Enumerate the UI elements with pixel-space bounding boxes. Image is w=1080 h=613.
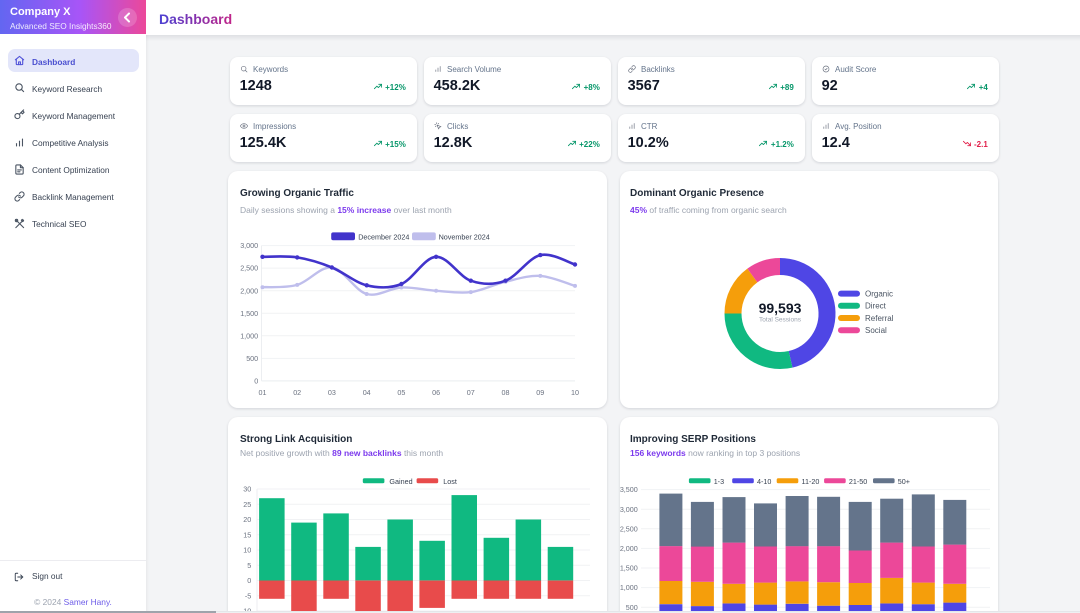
svg-text:0: 0 — [247, 576, 251, 585]
svg-text:2,000: 2,000 — [240, 286, 258, 295]
svg-text:December 2024: December 2024 — [358, 232, 409, 241]
svg-text:Lost: Lost — [443, 477, 457, 486]
svg-text:15: 15 — [243, 530, 251, 539]
svg-text:1-3: 1-3 — [714, 477, 724, 486]
svg-text:1,000: 1,000 — [240, 331, 258, 340]
svg-text:-5: -5 — [245, 591, 251, 600]
svg-text:1,000: 1,000 — [620, 583, 638, 592]
svg-text:02: 02 — [293, 388, 301, 397]
svg-text:11-20: 11-20 — [802, 477, 820, 486]
svg-text:21-50: 21-50 — [849, 477, 867, 486]
svg-text:3,500: 3,500 — [620, 485, 638, 494]
svg-text:99,593: 99,593 — [759, 300, 802, 316]
svg-text:3,000: 3,000 — [620, 505, 638, 514]
svg-text:09: 09 — [536, 388, 544, 397]
svg-text:Total Sessions: Total Sessions — [759, 317, 802, 324]
svg-text:10: 10 — [243, 546, 251, 555]
svg-text:3,000: 3,000 — [240, 241, 258, 250]
svg-text:20: 20 — [243, 515, 251, 524]
svg-text:5: 5 — [247, 561, 251, 570]
svg-text:-10: -10 — [241, 607, 251, 613]
svg-text:Referral: Referral — [865, 314, 894, 323]
svg-text:1,500: 1,500 — [620, 564, 638, 573]
svg-text:50+: 50+ — [898, 477, 910, 486]
svg-text:25: 25 — [243, 500, 251, 509]
svg-text:04: 04 — [363, 388, 371, 397]
svg-text:30: 30 — [243, 485, 251, 494]
svg-text:Organic: Organic — [865, 289, 893, 298]
svg-text:03: 03 — [328, 388, 336, 397]
svg-text:2,000: 2,000 — [620, 544, 638, 553]
svg-text:2,500: 2,500 — [620, 524, 638, 533]
svg-text:November 2024: November 2024 — [439, 232, 490, 241]
svg-text:1,500: 1,500 — [240, 309, 258, 318]
svg-text:08: 08 — [502, 388, 510, 397]
svg-text:05: 05 — [397, 388, 405, 397]
svg-text:01: 01 — [259, 388, 267, 397]
svg-text:06: 06 — [432, 388, 440, 397]
svg-text:10: 10 — [571, 388, 579, 397]
svg-text:Direct: Direct — [865, 302, 887, 311]
svg-text:4-10: 4-10 — [757, 477, 771, 486]
svg-text:2,500: 2,500 — [240, 264, 258, 273]
svg-text:500: 500 — [246, 354, 258, 363]
svg-text:Gained: Gained — [389, 477, 412, 486]
svg-text:0: 0 — [254, 377, 258, 386]
svg-text:500: 500 — [626, 603, 638, 612]
svg-text:Social: Social — [865, 326, 887, 335]
svg-text:07: 07 — [467, 388, 475, 397]
